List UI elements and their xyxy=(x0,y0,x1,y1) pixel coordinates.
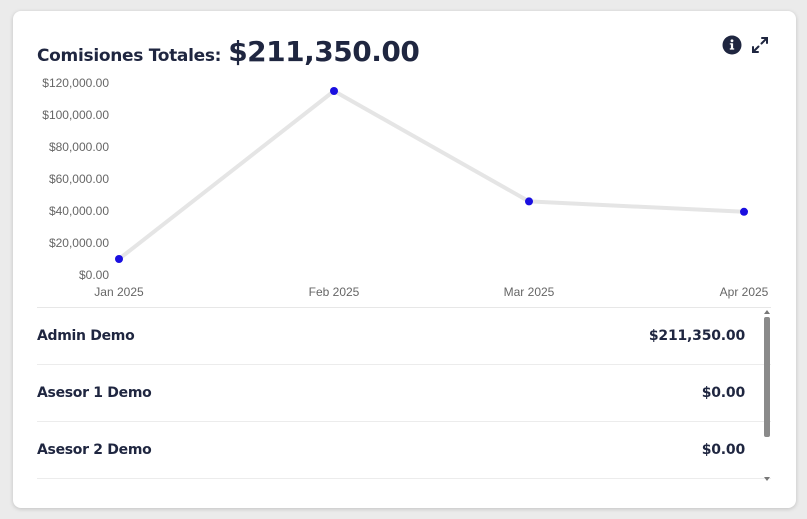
y-tick-label: $60,000.00 xyxy=(49,172,109,186)
scrollbar-thumb[interactable] xyxy=(764,317,770,437)
list-scrollbar[interactable] xyxy=(761,307,773,481)
total-amount: $211,350.00 xyxy=(228,35,420,68)
y-tick-label: $100,000.00 xyxy=(42,108,109,122)
info-icon[interactable] xyxy=(722,35,742,55)
y-tick-label: $120,000.00 xyxy=(42,76,109,90)
x-tick-label: Apr 2025 xyxy=(720,285,769,299)
data-point[interactable] xyxy=(115,255,123,263)
expand-icon[interactable] xyxy=(750,35,770,55)
data-point[interactable] xyxy=(740,207,748,216)
scroll-down-icon[interactable] xyxy=(764,477,770,481)
x-tick-label: Jan 2025 xyxy=(94,285,144,299)
advisor-amount: $0.00 xyxy=(701,385,745,401)
data-point[interactable] xyxy=(525,197,533,206)
y-tick-label: $40,000.00 xyxy=(49,204,109,218)
data-point[interactable] xyxy=(330,87,338,95)
advisor-amount: $211,350.00 xyxy=(648,328,745,344)
y-tick-label: $0.00 xyxy=(79,268,109,282)
advisor-name: Asesor 2 Demo xyxy=(37,442,152,458)
header-actions xyxy=(722,35,770,55)
commissions-line-chart: $120,000.00 $100,000.00 $80,000.00 $60,000.… xyxy=(42,76,769,299)
total-label: Comisiones Totales: xyxy=(37,46,222,66)
list-item[interactable]: Admin Demo $211,350.00 xyxy=(37,308,771,365)
series-line xyxy=(117,89,745,261)
list-item[interactable]: Asesor 2 Demo $0.00 xyxy=(37,422,771,479)
list-item[interactable]: Asesor 1 Demo $0.00 xyxy=(37,365,771,422)
commissions-card: Comisiones Totales: $211,350.00 $120,000… xyxy=(13,11,796,508)
advisor-name: Admin Demo xyxy=(37,328,135,344)
advisor-commission-list[interactable]: Admin Demo $211,350.00 Asesor 1 Demo $0.00 A… xyxy=(37,307,771,482)
scroll-up-icon[interactable] xyxy=(764,310,770,314)
x-tick-label: Mar 2025 xyxy=(504,285,555,299)
card-header: Comisiones Totales: $211,350.00 xyxy=(37,35,420,68)
y-tick-label: $80,000.00 xyxy=(49,140,109,154)
advisor-name: Asesor 1 Demo xyxy=(37,385,152,401)
advisor-amount: $0.00 xyxy=(701,442,745,458)
x-tick-label: Feb 2025 xyxy=(309,285,360,299)
y-tick-label: $20,000.00 xyxy=(49,236,109,250)
